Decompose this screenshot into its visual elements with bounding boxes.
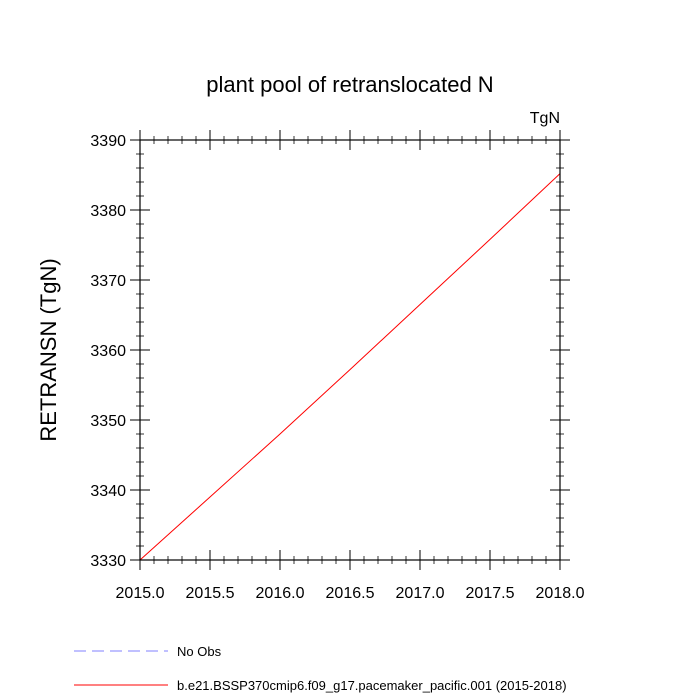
y-tick-label: 3380 xyxy=(90,203,126,220)
y-tick-label: 3340 xyxy=(90,483,126,500)
x-tick-label: 2016.0 xyxy=(256,585,305,602)
y-tick-label: 3390 xyxy=(90,133,126,150)
x-tick-label: 2015.5 xyxy=(186,585,235,602)
x-tick-label: 2016.5 xyxy=(326,585,375,602)
x-tick-label: 2015.0 xyxy=(116,585,165,602)
y-tick-label: 3360 xyxy=(90,343,126,360)
x-tick-labels: 2015.0 2015.5 2016.0 2016.5 2017.0 2017.5 2018… xyxy=(116,585,585,602)
series-lines xyxy=(139,173,561,561)
y-tick-label: 3370 xyxy=(90,273,126,290)
units-label: TgN xyxy=(530,110,560,127)
y-tick-labels: 3330 3340 3350 3360 3370 3380 3390 xyxy=(90,133,126,570)
chart-title: plant pool of retranslocated N xyxy=(206,72,493,97)
series-line xyxy=(139,173,561,561)
legend: No Obs b.e21.BSSP370cmip6.f09_g17.pacemak… xyxy=(74,644,567,693)
x-tick-label: 2018.0 xyxy=(536,585,585,602)
legend-label: b.e21.BSSP370cmip6.f09_g17.pacemaker_pac… xyxy=(177,678,567,693)
axis-ticks xyxy=(130,130,570,570)
y-tick-label: 3350 xyxy=(90,413,126,430)
y-tick-label: 3330 xyxy=(90,553,126,570)
x-tick-label: 2017.0 xyxy=(396,585,445,602)
x-tick-label: 2017.5 xyxy=(466,585,515,602)
legend-label: No Obs xyxy=(177,644,222,659)
y-axis-label: RETRANSN (TgN) xyxy=(36,258,61,441)
plot-frame xyxy=(139,139,561,561)
